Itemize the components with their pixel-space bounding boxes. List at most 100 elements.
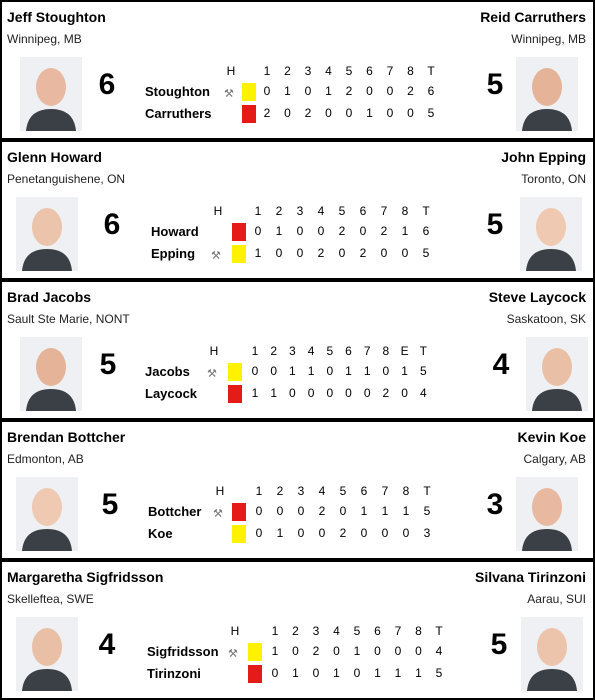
right-stone-color: [242, 105, 256, 123]
end-score: 0: [360, 526, 368, 540]
end-score: 1: [254, 246, 262, 260]
end-header: 4: [333, 624, 340, 638]
game-card: Brad Jacobs Sault Ste Marie, NONT Steve La…: [2, 282, 593, 418]
team-name: Stoughton: [145, 84, 210, 99]
end-header: T: [427, 64, 435, 78]
end-score: 0: [318, 526, 326, 540]
linescore: H 1 2 3 4 5 6 7 8 T Bottcher ⚒ 0 0 0 2 0 1 1 1 5 Koe 0 1 0 0 2 0 0 0 3: [2, 484, 593, 544]
end-score: 1: [289, 364, 296, 378]
end-header: 2: [284, 64, 291, 78]
team-name: Carruthers: [145, 106, 212, 121]
end-score: 2: [407, 84, 414, 98]
left-player-photo: [16, 477, 78, 551]
left-stone-color: [232, 223, 246, 241]
game-card: Margaretha Sigfridsson Skelleftea, SWE Sil…: [2, 562, 593, 698]
left-player-photo: [16, 617, 78, 691]
right-stone-color: [232, 525, 246, 543]
end-header: 2: [276, 484, 284, 498]
end-header: 7: [394, 624, 402, 638]
hammer-icon: ⚒: [211, 250, 221, 262]
linescore: H 1 2 3 4 5 6 7 8 T Stoughton ⚒ 0 1 0 1 2 0 0 2 6 Carruthers 2…: [2, 64, 593, 124]
end-header: 1: [263, 64, 271, 78]
end-score: 2: [318, 504, 326, 518]
row-total: 6: [422, 224, 430, 238]
end-score: 0: [263, 84, 271, 98]
end-score: 0: [394, 644, 402, 658]
left-player-photo: [16, 197, 78, 271]
end-score: 1: [284, 84, 291, 98]
right-stone-color: [248, 665, 262, 683]
row-total: 5: [427, 106, 435, 120]
end-score: 0: [407, 106, 414, 120]
game-card: Jeff Stoughton Winnipeg, MB Reid Carruther…: [2, 2, 593, 138]
end-score: 0: [366, 84, 373, 98]
right-stone-color: [232, 245, 246, 263]
end-header: 1: [251, 344, 259, 358]
linescore: H 1 2 3 4 5 6 7 8 T Sigfridsson ⚒ 1 0 2 0 1 0 0 0 4 Tirinzoni…: [2, 624, 593, 684]
end-header: 8: [415, 624, 422, 638]
end-score: 0: [333, 644, 340, 658]
end-header: 1: [255, 484, 263, 498]
end-header: 1: [254, 204, 262, 218]
end-score: 1: [276, 526, 284, 540]
left-total-score: 5: [99, 348, 117, 381]
end-score: 2: [380, 224, 388, 238]
right-player-location: Winnipeg, MB: [511, 32, 586, 46]
right-player-location: Saskatoon, SK: [506, 312, 586, 326]
end-header: 5: [345, 64, 353, 78]
left-player-location: Sault Ste Marie, NONT: [7, 312, 130, 326]
end-score: 1: [363, 364, 371, 378]
end-score: 0: [401, 246, 409, 260]
end-score: 1: [360, 504, 368, 518]
game-card: Glenn Howard Penetanguishene, ON John Eppi…: [2, 142, 593, 278]
end-score: 0: [345, 386, 352, 400]
end-score: 0: [297, 504, 305, 518]
right-stone-color: [228, 385, 242, 403]
row-total: 6: [427, 84, 435, 98]
right-total-score: 5: [486, 68, 504, 101]
end-score: 0: [382, 364, 390, 378]
end-score: 1: [325, 84, 332, 98]
end-score: 1: [345, 364, 352, 378]
left-player-location: Skelleftea, SWE: [7, 592, 94, 606]
hammer-icon: ⚒: [207, 368, 217, 380]
end-header: E: [400, 344, 409, 358]
end-header: 6: [366, 64, 373, 78]
hammer-icon: ⚒: [224, 88, 234, 100]
end-score: 0: [386, 106, 394, 120]
hammer-column-header: H: [230, 624, 240, 638]
end-score: 0: [338, 246, 346, 260]
linescore: H 1 2 3 4 5 6 7 8 E T Jacobs ⚒ 0 0 1 1 0 1 1 0 1 5 Laycock 1 1 0 0 0…: [2, 344, 593, 404]
end-header: 7: [386, 64, 394, 78]
hammer-column-header: H: [226, 64, 236, 78]
team-name: Howard: [151, 224, 199, 239]
end-header: T: [435, 624, 443, 638]
right-total-score: 4: [492, 348, 510, 381]
row-total: 5: [423, 504, 431, 518]
left-total-score: 4: [98, 628, 116, 661]
left-player-photo: [20, 57, 82, 131]
end-header: 4: [307, 344, 315, 358]
end-score: 0: [296, 224, 304, 238]
game-card: Brendan Bottcher Edmonton, AB Kevin Koe Cal…: [2, 422, 593, 558]
end-score: 2: [304, 106, 312, 120]
end-score: 0: [254, 224, 262, 238]
end-score: 0: [255, 526, 263, 540]
right-player-photo: [516, 477, 578, 551]
left-player-location: Edmonton, AB: [7, 452, 84, 466]
end-score: 0: [312, 666, 320, 680]
end-score: 1: [251, 386, 259, 400]
right-player-location: Aarau, SUI: [527, 592, 586, 606]
end-score: 1: [275, 224, 283, 238]
end-score: 0: [386, 84, 394, 98]
end-score: 0: [401, 386, 408, 400]
right-player-name: Reid Carruthers: [480, 9, 586, 25]
end-header: 3: [289, 344, 296, 358]
end-header: 1: [271, 624, 279, 638]
end-header: 4: [317, 204, 325, 218]
end-header: 6: [374, 624, 381, 638]
end-header: 7: [363, 344, 371, 358]
left-player-name: Brad Jacobs: [7, 289, 92, 305]
end-score: 1: [374, 666, 381, 680]
team-name: Tirinzoni: [147, 666, 201, 681]
